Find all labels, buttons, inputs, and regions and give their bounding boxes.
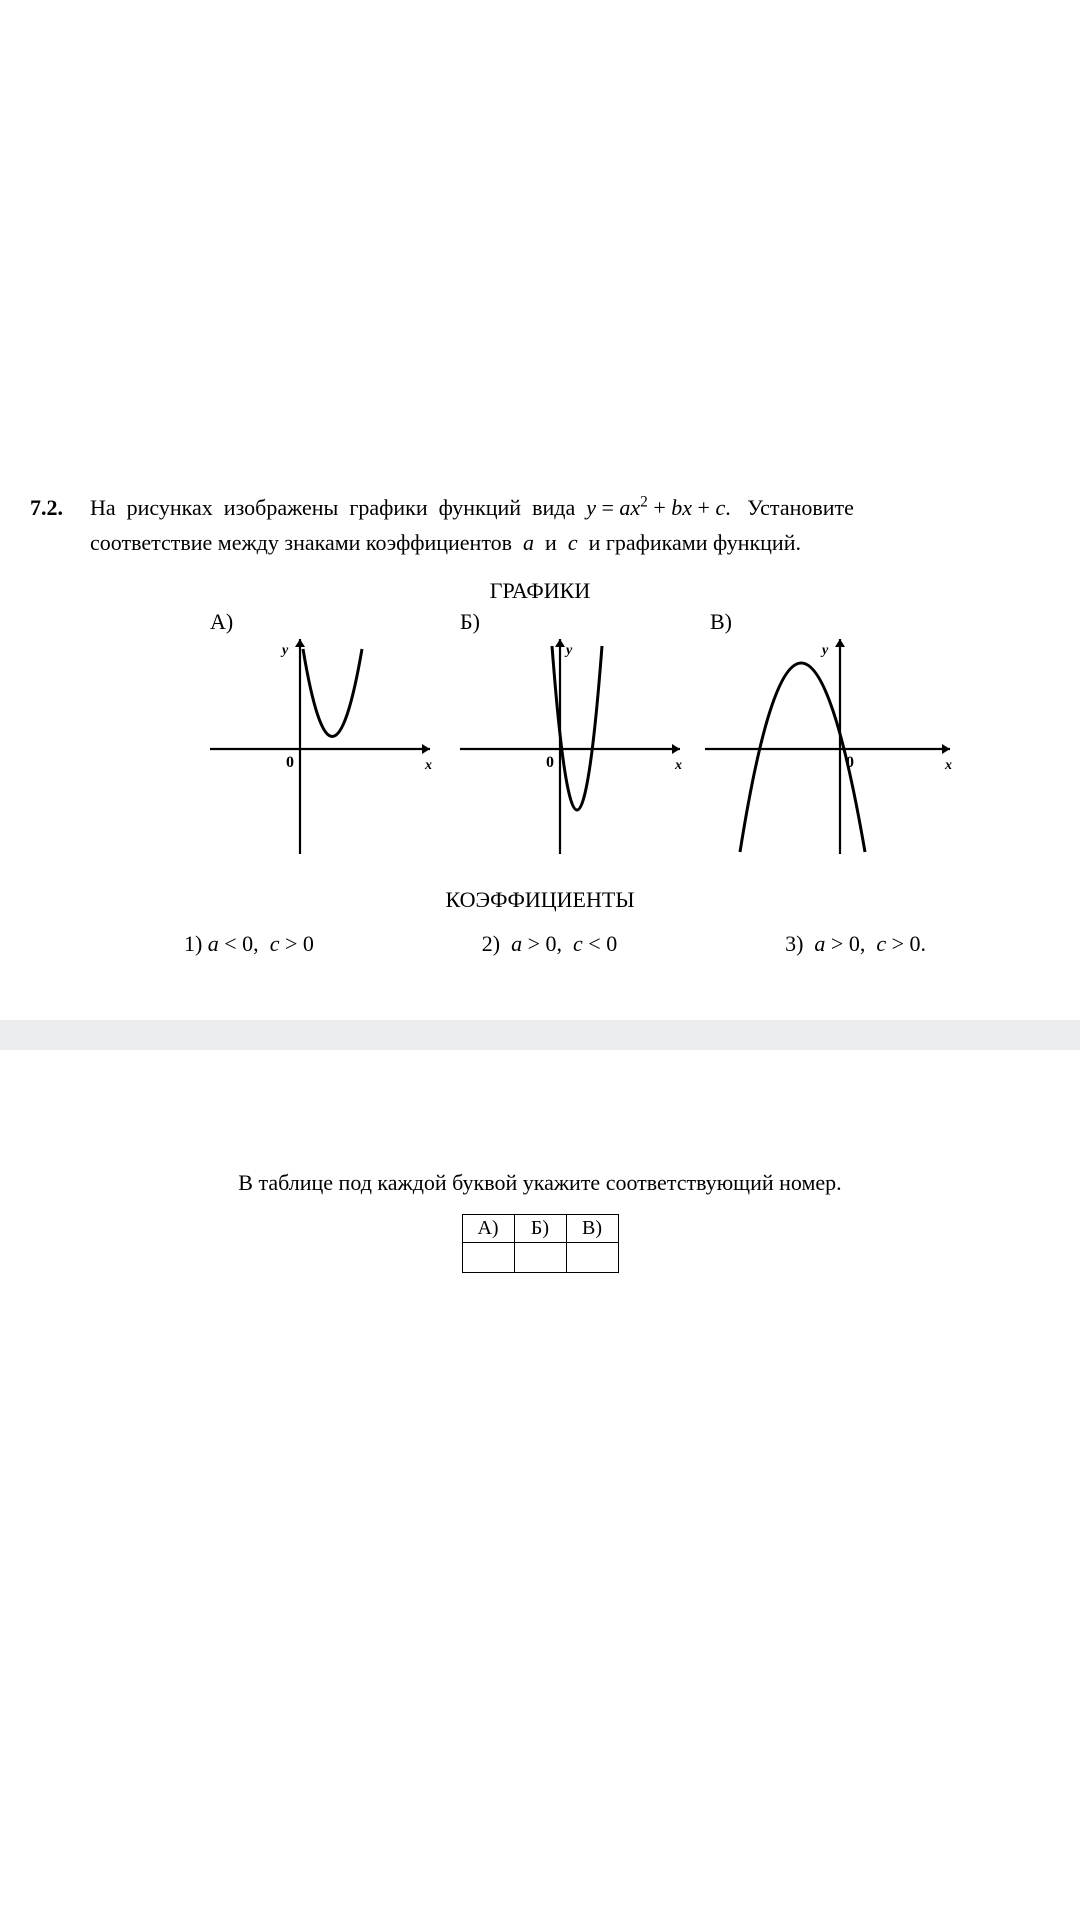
graph-a-svg: y x 0 [200,624,450,864]
coeff-3: 3) a > 0, c > 0. [785,931,926,957]
table-header-a: А) [462,1215,514,1243]
graph-a: А) y x 0 [200,614,450,869]
graph-c-label: В) [710,609,732,635]
page-divider [0,1020,1080,1050]
graph-b-label: Б) [460,609,480,635]
problem-text-1: На рисунках изображены графики функций в… [90,495,854,520]
problem-text-2: соответствие между знаками коэффициентов… [90,530,801,555]
table-cell[interactable] [514,1243,566,1273]
coeff-1: 1) a < 0, c > 0 [184,931,314,957]
svg-text:x: x [674,758,682,773]
table-instruction: В таблице под каждой буквой укажите соот… [0,1170,1080,1196]
table-cell[interactable] [566,1243,618,1273]
coeffs-heading: КОЭФФИЦИЕНТЫ [30,887,1050,913]
svg-text:y: y [280,643,289,658]
table-header-b: Б) [514,1215,566,1243]
graph-c-svg: y x 0 [700,624,960,864]
graph-b-svg: y x 0 [450,624,700,864]
svg-text:0: 0 [286,754,294,771]
answer-block: В таблице под каждой буквой укажите соот… [0,1170,1080,1273]
svg-text:x: x [944,758,952,773]
table-cell[interactable] [462,1243,514,1273]
svg-text:0: 0 [546,754,554,771]
problem-number: 7.2. [30,490,63,525]
graph-c: В) y x 0 [700,614,950,869]
problem-statement: 7.2. На рисунках изображены графики функ… [30,490,1050,560]
answer-table: А) Б) В) [462,1214,619,1273]
graph-a-label: А) [210,609,233,635]
svg-text:x: x [424,758,432,773]
graph-b: Б) y x 0 [450,614,700,869]
problem-block: 7.2. На рисунках изображены графики функ… [30,490,1050,957]
coeff-2: 2) a > 0, c < 0 [482,931,617,957]
svg-text:y: y [820,643,829,658]
coefficients-row: 1) a < 0, c > 0 2) a > 0, c < 0 3) a > 0… [30,931,1050,957]
graphs-container: А) y x 0 Б) y x [30,614,1050,869]
svg-text:y: y [564,643,573,658]
table-header-c: В) [566,1215,618,1243]
graphs-heading: ГРАФИКИ [30,578,1050,604]
